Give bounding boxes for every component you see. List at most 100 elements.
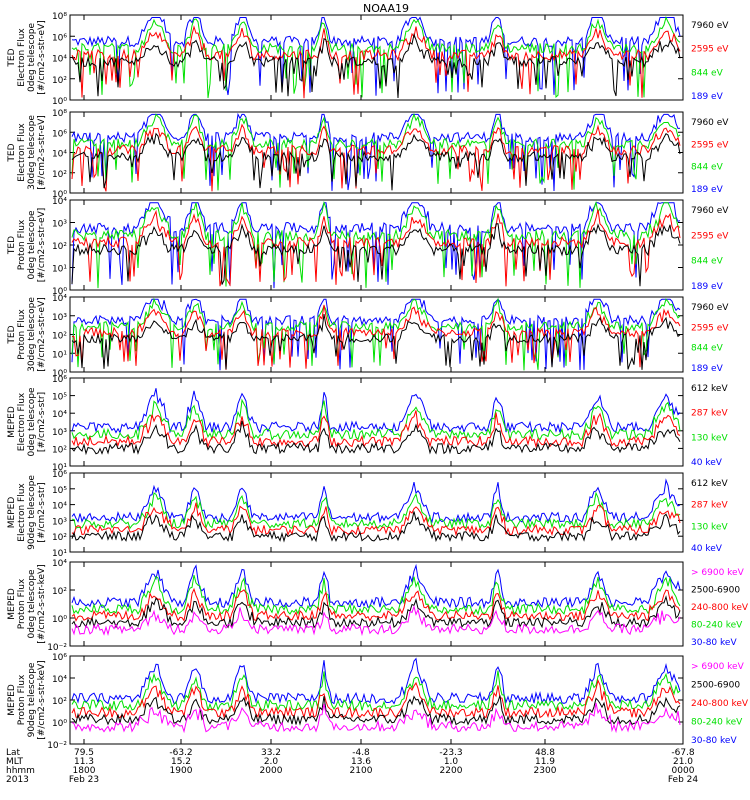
footer-tick-mlt: 11.9 [535, 757, 555, 767]
y-axis-label-line: 0deg telescope [27, 210, 37, 280]
legend-entry: 30-80 keV [691, 638, 737, 648]
series-trace-blue [71, 16, 681, 96]
y-tick-label: 10⁴ [52, 410, 67, 420]
y-tick-label: 10² [52, 170, 67, 180]
y-axis-label-line: Proton Flux [17, 578, 27, 629]
y-axis-label-line: 0deg telescope [27, 569, 37, 639]
y-axis-label-line: Proton Flux [17, 674, 27, 725]
panel-3: 10⁰ 10¹ 10² 10³ 10⁴ TEDProton Flux0deg telesc… [7, 197, 729, 297]
series-trace-blue [71, 202, 681, 289]
series-trace-blue [71, 298, 681, 371]
legend-entry: 30-80 keV [691, 736, 737, 746]
panel-2: 10⁰ 10² 10⁴ 10⁶ 10⁸ TEDElectron Flux30deg tel… [7, 109, 729, 200]
legend-entry: 612 keV [691, 384, 728, 394]
footer-tick-lat: -63.2 [169, 748, 192, 758]
footer-tick-lat: -23.3 [439, 748, 462, 758]
y-tick-label: 10³ [52, 517, 67, 527]
y-tick-label: 10¹ [52, 463, 67, 473]
y-tick-label: 10⁰ [52, 97, 67, 107]
legend-entry: 240-800 keV [691, 603, 749, 613]
footer-tick-date: Feb 24 [668, 775, 699, 785]
y-axis-label-line: [#/cm2-s-str-eV] [37, 115, 47, 190]
footer-tick-mlt: 2.0 [264, 757, 279, 767]
legend-entry: 130 keV [691, 433, 728, 443]
footer-row-label: hhmm [6, 766, 35, 776]
series-trace-blue [71, 657, 681, 705]
y-axis-label-line: TED [7, 143, 17, 162]
series-trace-red [71, 304, 681, 370]
y-tick-label: 10⁻² [47, 741, 67, 751]
legend-entry: 40 keV [691, 544, 723, 554]
legend-entry: 844 eV [691, 163, 724, 173]
legend-entry: 189 eV [691, 282, 724, 292]
y-tick-label: 10² [52, 332, 67, 342]
series-trace-black [71, 595, 681, 629]
y-tick-label: 10⁴ [52, 294, 67, 304]
legend-entry: 7960 eV [691, 21, 729, 31]
y-axis-label-line: MEPED [7, 588, 17, 620]
legend-entry: 130 keV [691, 522, 728, 532]
y-axis-label: TEDProton Flux0deg telescope[#/cm2-s-str… [7, 208, 47, 283]
y-tick-label: 10⁰ [52, 287, 67, 297]
legend-entry: 2500-6900 [691, 681, 740, 691]
series-trace-red [71, 123, 681, 192]
y-axis-label-line: TED [7, 236, 17, 255]
legend-entry: 2595 eV [691, 45, 729, 55]
series-trace-green [71, 112, 681, 191]
panel-8: 10⁻² 10⁰ 10² 10⁴ 10⁶ MEPEDProton Flux90deg te… [7, 653, 749, 751]
panel-5: 10¹ 10² 10³ 10⁴ 10⁵ 10⁶ MEPEDElectron Flux0deg… [7, 375, 728, 473]
footer-tick-mlt: 1.0 [444, 757, 459, 767]
panel-7: 10⁻² 10⁰ 10² 10⁴ MEPEDProton Flux0deg telesc… [7, 559, 749, 653]
series-trace-green [71, 398, 681, 441]
series-trace-black [71, 511, 681, 543]
footer-row-label: Lat [6, 748, 21, 758]
y-tick-label: 10⁵ [52, 486, 67, 496]
series-trace-blue [71, 388, 681, 434]
series-trace-black [71, 32, 681, 99]
panel-frame [69, 561, 684, 647]
series-trace-green [71, 491, 681, 530]
legend-entry: 844 eV [691, 68, 724, 78]
y-axis-label-line: [#/cm2-s-str-eV] [37, 20, 47, 95]
y-tick-label: 10⁻² [47, 643, 67, 653]
y-tick-label: 10¹ [52, 549, 67, 559]
y-axis-label: MEPEDProton Flux0deg telescope[#/cm2-s-s… [7, 564, 47, 643]
y-tick-label: 10⁰ [52, 369, 67, 379]
y-tick-label: 10³ [52, 313, 67, 323]
y-tick-label: 10² [52, 76, 67, 86]
panel-6: 10¹ 10² 10³ 10⁴ 10⁵ 10⁶ MEPEDElectron Flux90de… [7, 470, 728, 559]
y-tick-label: 10⁴ [52, 559, 67, 569]
footer-tick-mlt: 11.3 [74, 757, 94, 767]
y-tick-label: 10⁶ [52, 653, 67, 663]
y-axis-label-line: 30deg telescope [27, 115, 37, 190]
y-axis-label: TEDProton Flux30deg telescope[#/cm2-s-st… [7, 297, 47, 372]
series-trace-blue [71, 478, 681, 524]
y-axis-label: MEPEDProton Flux90deg telescope[#/cm2-s-… [7, 660, 47, 739]
legend-entry: 7960 eV [691, 118, 729, 128]
series-trace-green [71, 670, 681, 713]
y-tick-label: 10² [52, 445, 67, 455]
footer-tick-lat: 48.8 [535, 748, 555, 758]
y-tick-label: 10⁶ [52, 33, 67, 43]
y-axis-label-line: [#/cm2-s-str] [37, 482, 47, 542]
y-tick-label: 10³ [52, 428, 67, 438]
series-trace-red [71, 25, 681, 99]
y-axis-label-line: MEPED [7, 684, 17, 716]
y-axis-label-line: MEPED [7, 406, 17, 438]
y-tick-label: 10¹ [52, 265, 67, 275]
footer-tick-lat: -67.8 [671, 748, 695, 758]
panel-frame [69, 377, 684, 467]
y-axis-label-line: Electron Flux [17, 483, 27, 542]
series-trace-blue [71, 112, 681, 192]
footer-tick-hhmm: 1900 [170, 766, 193, 776]
y-tick-label: 10⁴ [52, 150, 67, 160]
legend-entry: 189 eV [691, 185, 724, 195]
series-trace-magenta [71, 604, 681, 637]
y-axis-label: TEDElectron Flux0deg telescope[#/cm2-s-s… [7, 20, 47, 95]
y-axis-label-line: Electron Flux [17, 123, 27, 182]
y-tick-label: 10² [52, 587, 67, 597]
y-axis-label: MEPEDElectron Flux0deg telescope[#/cm2-s… [7, 387, 47, 457]
